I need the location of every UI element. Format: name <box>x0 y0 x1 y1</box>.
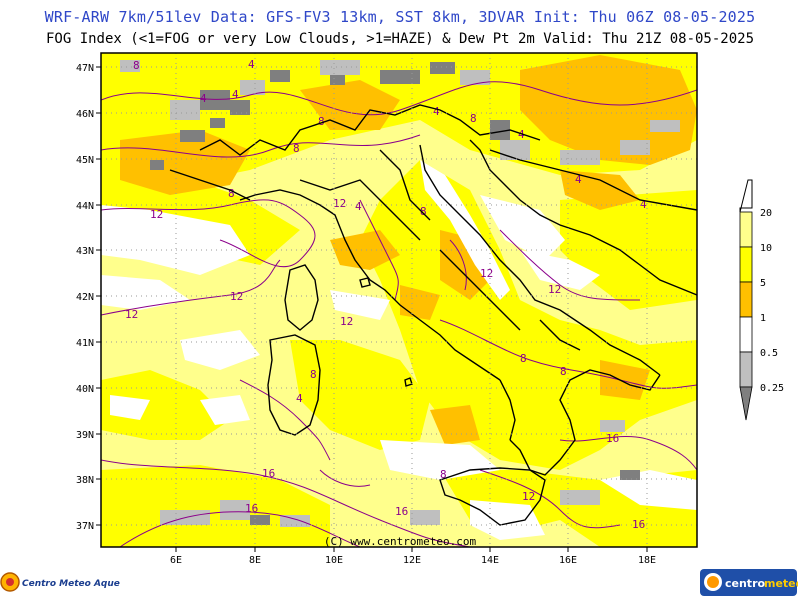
lat-label: 46N <box>76 109 94 120</box>
lon-label: 6E <box>170 555 182 566</box>
contour-label: 8 <box>560 365 567 378</box>
centrometeo-logo: centro meteo <box>700 568 800 598</box>
lat-label: 42N <box>76 292 94 303</box>
contour-label: 12 <box>340 315 353 328</box>
lat-label: 47N <box>76 63 94 74</box>
contour-label: 4 <box>355 200 362 213</box>
contour-label: 16 <box>632 518 645 531</box>
lat-label: 40N <box>76 384 94 395</box>
left-brand-text: Centro Meteo Aquesio <box>22 579 120 589</box>
contour-label: 4 <box>640 198 647 211</box>
legend-label: 0.25 <box>760 383 784 394</box>
contour-label: 8 <box>440 468 447 481</box>
legend-label: 0.5 <box>760 348 778 359</box>
lat-label: 39N <box>76 430 94 441</box>
color-legend: 20 10 5 1 0.5 0.25 <box>739 179 784 421</box>
axis-ticks <box>96 66 648 552</box>
contour-label: 8 <box>133 59 140 72</box>
lon-label: 16E <box>559 555 577 566</box>
header-line-2: FOG Index (<1=FOG or very Low Clouds, >1… <box>45 31 754 47</box>
contour-label: 16 <box>395 505 408 518</box>
contour-label: 8 <box>470 112 477 125</box>
contour-label: 8 <box>228 187 235 200</box>
contour-label: 12 <box>480 267 493 280</box>
lon-label: 18E <box>638 555 656 566</box>
legend-bottom-arrow <box>739 386 753 421</box>
contour-label: 12 <box>548 283 561 296</box>
lat-label: 45N <box>76 155 94 166</box>
contour-label: 16 <box>245 502 258 515</box>
lat-label: 44N <box>76 201 94 212</box>
contour-label: 8 <box>420 205 427 218</box>
legend-top-arrow <box>739 179 753 213</box>
header-line-1: WRF-ARW 7km/51lev Data: GFS-FV3 13km, SS… <box>44 8 756 26</box>
contour-label: 12 <box>522 490 535 503</box>
lon-label: 10E <box>325 555 343 566</box>
contour-label: 4 <box>433 105 440 118</box>
centro-meteo-aquesio-logo: Centro Meteo Aquesio <box>0 567 135 597</box>
lat-label: 43N <box>76 246 94 257</box>
contour-label: 8 <box>293 142 300 155</box>
coastlines-borders <box>169 104 698 526</box>
contour-label: 12 <box>333 197 346 210</box>
contour-label: 8 <box>318 115 325 128</box>
lon-label: 14E <box>481 555 499 566</box>
contour-label: 4 <box>248 58 255 71</box>
legend-label: 1 <box>760 313 766 324</box>
lat-label: 37N <box>76 521 94 532</box>
right-brand-a: centro <box>725 577 765 590</box>
legend-label: 5 <box>760 278 766 289</box>
dewpoint-contours <box>101 81 697 547</box>
contour-label: 8 <box>520 352 527 365</box>
contour-label: 4 <box>296 392 303 405</box>
legend-label: 10 <box>760 243 772 254</box>
right-brand-b: meteo <box>764 577 798 590</box>
copyright-text: (C) www.centrometeo.com <box>324 535 477 548</box>
lon-label: 8E <box>249 555 261 566</box>
contour-label: 8 <box>310 368 317 381</box>
contour-label: 12 <box>150 208 163 221</box>
fog-index-field <box>101 53 697 547</box>
legend-label: 20 <box>760 208 772 219</box>
contour-label: 4 <box>232 88 239 101</box>
lon-label: 12E <box>403 555 421 566</box>
contour-label: 16 <box>262 467 275 480</box>
lat-label: 41N <box>76 338 94 349</box>
contour-label: 4 <box>575 173 582 186</box>
contour-label: 4 <box>200 92 207 105</box>
contour-label: 12 <box>125 308 138 321</box>
contour-label: 16 <box>606 432 619 445</box>
lat-label: 38N <box>76 475 94 486</box>
map-frame <box>100 52 698 548</box>
